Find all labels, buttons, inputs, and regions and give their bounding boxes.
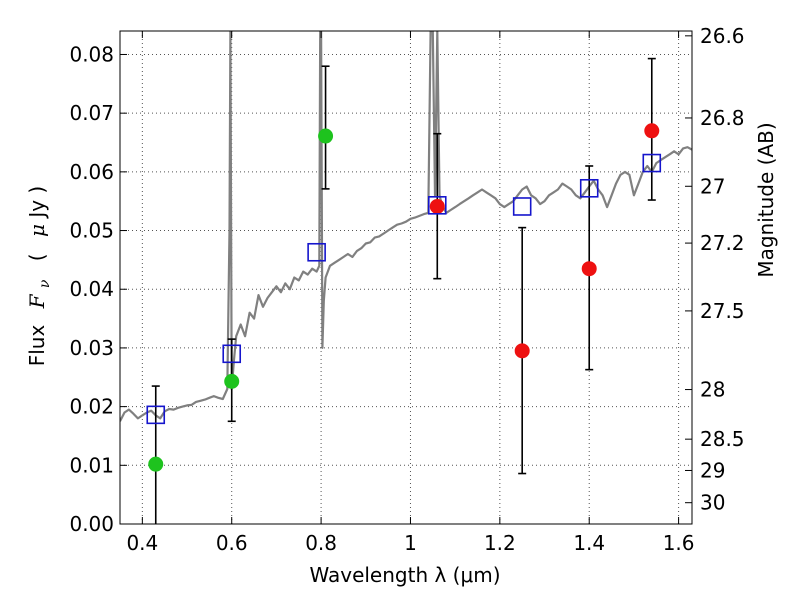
y2-axis-label: Magnitude (AB) <box>754 122 778 277</box>
x-tick-label: 1.2 <box>484 531 516 555</box>
model-box-marker <box>579 178 599 198</box>
y2-tick-label: 28.5 <box>700 427 745 451</box>
y-axis-label-unit-mu: μ <box>25 224 49 237</box>
plot-frame <box>119 30 693 525</box>
x-tick-label: 1.4 <box>573 531 605 555</box>
model-box-marker <box>642 153 662 173</box>
y-tick-label: 0.02 <box>69 395 114 419</box>
y-axis-label-prefix: Flux <box>25 325 49 367</box>
y-axis-label: Flux F ν ( μ Jy ) <box>25 186 54 367</box>
y-axis-label-unit-rest: Jy ) <box>25 186 49 220</box>
y2-tick-label: 26.6 <box>700 24 745 48</box>
y-tick-label: 0.06 <box>69 160 114 184</box>
model-box-marker <box>512 197 532 216</box>
grid-lines <box>120 31 692 525</box>
y2-tick-label: 27.5 <box>700 299 745 323</box>
green-data-point <box>318 128 334 144</box>
x-axis-ticks: 0.4 0.6 0.8 1 1.2 1.4 1.6 <box>126 31 695 555</box>
y-axis-ticks: 0.00 0.01 0.02 0.03 0.04 0.05 0.06 0.07 0.08 <box>69 42 127 536</box>
y-axis-label-unit-open: ( <box>25 253 49 261</box>
x-axis-label: Wavelength λ (μm) <box>309 563 500 587</box>
data-points-layer <box>146 57 662 524</box>
y-tick-label: 0.08 <box>69 42 114 66</box>
model-spectrum-layer <box>120 31 692 422</box>
x-tick-label: 0.6 <box>216 531 248 555</box>
y2-tick-label: 28 <box>700 378 725 402</box>
model-box-marker <box>307 242 326 262</box>
x-tick-label: 1 <box>404 531 417 555</box>
y2-tick-label: 27 <box>700 174 725 198</box>
y-tick-label: 0.01 <box>69 453 114 477</box>
y2-tick-label: 29 <box>700 458 725 482</box>
model-box-marker <box>222 344 242 364</box>
y-tick-label: 0.07 <box>69 101 114 125</box>
y-axis-label-symbol: F <box>25 293 49 309</box>
red-data-point <box>429 198 445 214</box>
red-data-point <box>581 261 597 277</box>
y2-tick-label: 30 <box>700 491 725 515</box>
red-data-point <box>514 343 530 359</box>
x-tick-label: 0.4 <box>126 531 158 555</box>
y2-axis-ticks: 26.6 26.8 27 27.2 27.5 28 28.5 29 30 <box>685 24 745 515</box>
green-data-point <box>224 373 240 389</box>
y-tick-label: 0.03 <box>69 336 114 360</box>
y-tick-label: 0.00 <box>69 512 114 536</box>
y-tick-label: 0.04 <box>69 277 114 301</box>
red-data-point <box>644 123 660 139</box>
model-spectrum-line <box>120 31 692 422</box>
y-axis-label-subscript: ν <box>37 279 53 288</box>
y2-tick-label: 27.2 <box>700 231 745 255</box>
y2-tick-label: 26.8 <box>700 106 745 130</box>
model-box-marker <box>146 405 166 425</box>
model-box-marker <box>427 196 447 215</box>
y-tick-label: 0.05 <box>69 219 114 243</box>
green-data-point <box>148 456 164 472</box>
x-tick-label: 1.6 <box>663 531 695 555</box>
x-tick-label: 0.8 <box>305 531 337 555</box>
